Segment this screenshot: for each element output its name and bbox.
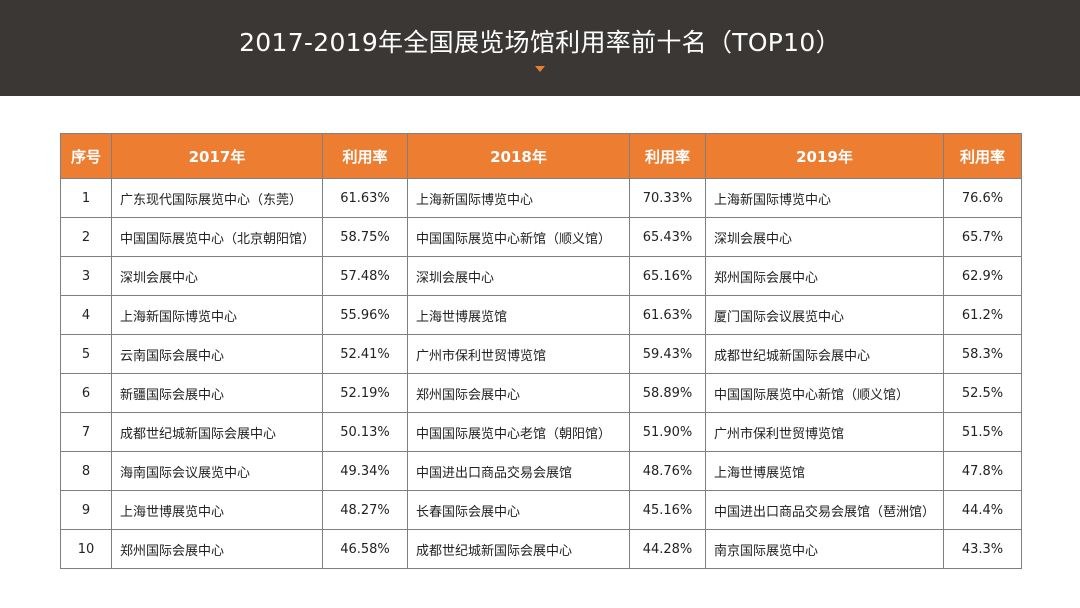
rate-2017-cell: 55.96% (322, 295, 408, 335)
ranking-table: 序号 2017年 利用率 2018年 利用率 2019年 利用率 1 广东现代国际… (60, 133, 1022, 569)
rank-cell: 5 (60, 334, 112, 374)
rate-2018-cell: 59.43% (629, 334, 706, 374)
rate-2017-cell: 48.27% (322, 490, 408, 530)
venue-2018-cell: 中国国际展览中心老馆（朝阳馆） (407, 412, 630, 452)
venue-2019-cell: 成都世纪城新国际会展中心 (705, 334, 944, 374)
venue-2018-cell: 中国进出口商品交易会展馆 (407, 451, 630, 491)
rate-2018-cell: 45.16% (629, 490, 706, 530)
rate-2019-cell: 62.9% (943, 256, 1022, 296)
rate-2019-cell: 58.3% (943, 334, 1022, 374)
rate-2019-cell: 51.5% (943, 412, 1022, 452)
table-header-row: 序号 2017年 利用率 2018年 利用率 2019年 利用率 (60, 133, 1022, 179)
table-row: 1 广东现代国际展览中心（东莞） 61.63% 上海新国际博览中心 70.33% 上海新国… (60, 178, 1022, 218)
venue-2018-cell: 中国国际展览中心新馆（顺义馆） (407, 217, 630, 257)
venue-2018-cell: 上海新国际博览中心 (407, 178, 630, 218)
venue-2019-cell: 郑州国际会展中心 (705, 256, 944, 296)
venue-2017-cell: 成都世纪城新国际会展中心 (111, 412, 323, 452)
venue-2017-cell: 海南国际会议展览中心 (111, 451, 323, 491)
rank-cell: 8 (60, 451, 112, 491)
table-row: 8 海南国际会议展览中心 49.34% 中国进出口商品交易会展馆 48.76% 上海世博展… (60, 451, 1022, 491)
venue-2019-cell: 上海世博展览馆 (705, 451, 944, 491)
rate-2018-cell: 65.43% (629, 217, 706, 257)
rate-2019-cell: 43.3% (943, 529, 1022, 569)
header-2019: 2019年 (705, 133, 944, 179)
rate-2018-cell: 65.16% (629, 256, 706, 296)
venue-2018-cell: 广州市保利世贸博览馆 (407, 334, 630, 374)
venue-2018-cell: 成都世纪城新国际会展中心 (407, 529, 630, 569)
rank-cell: 3 (60, 256, 112, 296)
venue-2017-cell: 中国国际展览中心（北京朝阳馆） (111, 217, 323, 257)
rate-2018-cell: 48.76% (629, 451, 706, 491)
venue-2019-cell: 上海新国际博览中心 (705, 178, 944, 218)
rate-2017-cell: 49.34% (322, 451, 408, 491)
rate-2017-cell: 58.75% (322, 217, 408, 257)
venue-2017-cell: 郑州国际会展中心 (111, 529, 323, 569)
table-row: 3 深圳会展中心 57.48% 深圳会展中心 65.16% 郑州国际会展中心 62.9% (60, 256, 1022, 296)
rate-2019-cell: 76.6% (943, 178, 1022, 218)
rate-2019-cell: 65.7% (943, 217, 1022, 257)
caret-down-icon (535, 66, 545, 72)
header-rate-2017: 利用率 (322, 133, 408, 179)
venue-2019-cell: 中国国际展览中心新馆（顺义馆） (705, 373, 944, 413)
rate-2018-cell: 61.63% (629, 295, 706, 335)
rate-2017-cell: 50.13% (322, 412, 408, 452)
venue-2018-cell: 上海世博展览馆 (407, 295, 630, 335)
venue-2019-cell: 深圳会展中心 (705, 217, 944, 257)
table-row: 9 上海世博展览中心 48.27% 长春国际会展中心 45.16% 中国进出口商品交易会展… (60, 490, 1022, 530)
table-row: 5 云南国际会展中心 52.41% 广州市保利世贸博览馆 59.43% 成都世纪城新国际会… (60, 334, 1022, 374)
venue-2017-cell: 上海新国际博览中心 (111, 295, 323, 335)
rate-2018-cell: 44.28% (629, 529, 706, 569)
venue-2017-cell: 新疆国际会展中心 (111, 373, 323, 413)
venue-2018-cell: 深圳会展中心 (407, 256, 630, 296)
rate-2017-cell: 52.41% (322, 334, 408, 374)
rate-2018-cell: 70.33% (629, 178, 706, 218)
rate-2017-cell: 52.19% (322, 373, 408, 413)
title-banner: 2017-2019年全国展览场馆利用率前十名（TOP10） (0, 0, 1080, 96)
rank-cell: 4 (60, 295, 112, 335)
rate-2019-cell: 52.5% (943, 373, 1022, 413)
rank-cell: 2 (60, 217, 112, 257)
rate-2017-cell: 57.48% (322, 256, 408, 296)
rate-2018-cell: 58.89% (629, 373, 706, 413)
table-row: 4 上海新国际博览中心 55.96% 上海世博展览馆 61.63% 厦门国际会议展览中心 6… (60, 295, 1022, 335)
header-2018: 2018年 (407, 133, 630, 179)
rank-cell: 1 (60, 178, 112, 218)
table-row: 10 郑州国际会展中心 46.58% 成都世纪城新国际会展中心 44.28% 南京国际展览… (60, 529, 1022, 569)
venue-2017-cell: 云南国际会展中心 (111, 334, 323, 374)
venue-2017-cell: 深圳会展中心 (111, 256, 323, 296)
header-rate-2019: 利用率 (943, 133, 1022, 179)
header-2017: 2017年 (111, 133, 323, 179)
table-row: 7 成都世纪城新国际会展中心 50.13% 中国国际展览中心老馆（朝阳馆） 51.90%… (60, 412, 1022, 452)
rate-2017-cell: 46.58% (322, 529, 408, 569)
rate-2019-cell: 61.2% (943, 295, 1022, 335)
venue-2019-cell: 广州市保利世贸博览馆 (705, 412, 944, 452)
venue-2017-cell: 上海世博展览中心 (111, 490, 323, 530)
page-title: 2017-2019年全国展览场馆利用率前十名（TOP10） (239, 28, 841, 57)
rank-cell: 6 (60, 373, 112, 413)
table-row: 6 新疆国际会展中心 52.19% 郑州国际会展中心 58.89% 中国国际展览中心新馆（… (60, 373, 1022, 413)
venue-2019-cell: 南京国际展览中心 (705, 529, 944, 569)
venue-2018-cell: 郑州国际会展中心 (407, 373, 630, 413)
venue-2019-cell: 厦门国际会议展览中心 (705, 295, 944, 335)
header-rate-2018: 利用率 (629, 133, 706, 179)
rate-2019-cell: 44.4% (943, 490, 1022, 530)
venue-2019-cell: 中国进出口商品交易会展馆（琶洲馆） (705, 490, 944, 530)
table-row: 2 中国国际展览中心（北京朝阳馆） 58.75% 中国国际展览中心新馆（顺义馆） 65.… (60, 217, 1022, 257)
rate-2017-cell: 61.63% (322, 178, 408, 218)
rank-cell: 9 (60, 490, 112, 530)
rate-2019-cell: 47.8% (943, 451, 1022, 491)
rank-cell: 10 (60, 529, 112, 569)
venue-2017-cell: 广东现代国际展览中心（东莞） (111, 178, 323, 218)
venue-2018-cell: 长春国际会展中心 (407, 490, 630, 530)
header-rank: 序号 (60, 133, 112, 179)
rank-cell: 7 (60, 412, 112, 452)
rate-2018-cell: 51.90% (629, 412, 706, 452)
